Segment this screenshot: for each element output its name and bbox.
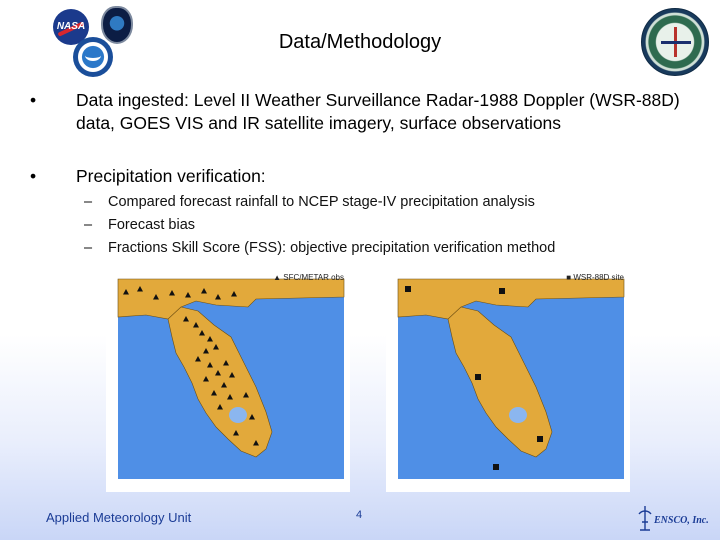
amu-seal-mark-horizontal	[661, 41, 691, 44]
surface-station-marker	[211, 390, 217, 396]
sub-bullet-forecast-bias: – Forecast bias	[84, 215, 195, 235]
surface-obs-markers	[123, 286, 259, 446]
radar-site-marker	[499, 288, 505, 294]
radar-site-marker	[493, 464, 499, 470]
sub-bullet-fss: – Fractions Skill Score (FSS): objective …	[84, 238, 555, 258]
bullet-text: Data ingested: Level II Weather Surveill…	[76, 90, 680, 133]
surface-station-marker	[169, 290, 175, 296]
florida-landmass	[117, 278, 345, 458]
page-number: 4	[356, 509, 363, 521]
surface-station-marker	[123, 289, 129, 295]
sub-bullet-marker: –	[84, 240, 93, 256]
surface-station-marker	[207, 336, 213, 342]
bullet-marker: •	[30, 166, 37, 186]
surface-station-marker	[183, 316, 189, 322]
map-legend: ■ WSR-88D site	[566, 273, 624, 282]
legend-label: WSR-88D site	[573, 273, 624, 282]
sub-bullet-text: Fractions Skill Score (FSS): objective p…	[108, 240, 556, 256]
radar-site-marker	[475, 374, 481, 380]
surface-obs-map: ▲ SFC/METAR obs	[106, 267, 350, 492]
surface-station-marker	[203, 348, 209, 354]
radar-site-marker	[537, 436, 543, 442]
radar-sites-map: ■ WSR-88D site	[386, 267, 630, 492]
surface-station-marker	[153, 294, 159, 300]
ensco-logo: ENSCO, Inc.	[636, 504, 712, 534]
sub-bullet-text: Compared forecast rainfall to NCEP stage…	[108, 194, 535, 210]
nasa-logo: NASA	[53, 9, 89, 45]
sub-bullet-text: Forecast bias	[108, 217, 196, 233]
surface-station-marker	[249, 414, 255, 420]
noaa-bird-icon	[85, 50, 101, 61]
radar-site-markers	[405, 286, 543, 470]
surface-station-marker	[253, 440, 259, 446]
bullet-marker: •	[30, 90, 37, 110]
surface-station-marker	[227, 394, 233, 400]
noaa-logo	[73, 37, 113, 77]
45th-weather-squadron-seal	[101, 6, 133, 44]
surface-station-marker	[203, 376, 209, 382]
florida-landmass	[397, 278, 625, 458]
amu-seal	[641, 8, 709, 76]
surface-station-marker	[213, 344, 219, 350]
surface-station-marker	[229, 372, 235, 378]
surface-station-marker	[215, 370, 221, 376]
surface-station-marker	[243, 392, 249, 398]
surface-station-marker	[231, 291, 237, 297]
sub-bullet-marker: –	[84, 194, 93, 210]
surface-station-marker	[207, 362, 213, 368]
surface-station-marker	[217, 404, 223, 410]
lake-okeechobee	[229, 407, 247, 423]
footer-organization: Applied Meteorology Unit	[46, 510, 192, 525]
sub-bullet-stage-iv: – Compared forecast rainfall to NCEP stag…	[84, 192, 535, 212]
legend-label: SFC/METAR obs	[283, 273, 344, 282]
nasa-logo-mark: NASA	[56, 21, 86, 32]
surface-station-marker	[193, 322, 199, 328]
surface-station-marker	[233, 430, 239, 436]
surface-station-marker	[185, 292, 191, 298]
slide-title: Data/Methodology	[278, 31, 442, 53]
florida-map-radar	[397, 278, 625, 479]
surface-station-marker	[201, 288, 207, 294]
map-legend: ▲ SFC/METAR obs	[273, 273, 344, 282]
florida-map-surface	[117, 278, 345, 479]
surface-station-marker	[221, 382, 227, 388]
surface-station-marker	[195, 356, 201, 362]
bullet-text: Precipitation verification:	[76, 166, 266, 186]
company-name: ENSCO, Inc.	[654, 515, 709, 526]
lake-okeechobee	[509, 407, 527, 423]
surface-station-marker	[137, 286, 143, 292]
radar-site-marker	[405, 286, 411, 292]
surface-station-marker	[223, 360, 229, 366]
sub-bullet-marker: –	[84, 217, 93, 233]
surface-station-marker	[199, 330, 205, 336]
ensco-tower-icon	[638, 506, 652, 531]
surface-station-marker	[215, 294, 221, 300]
